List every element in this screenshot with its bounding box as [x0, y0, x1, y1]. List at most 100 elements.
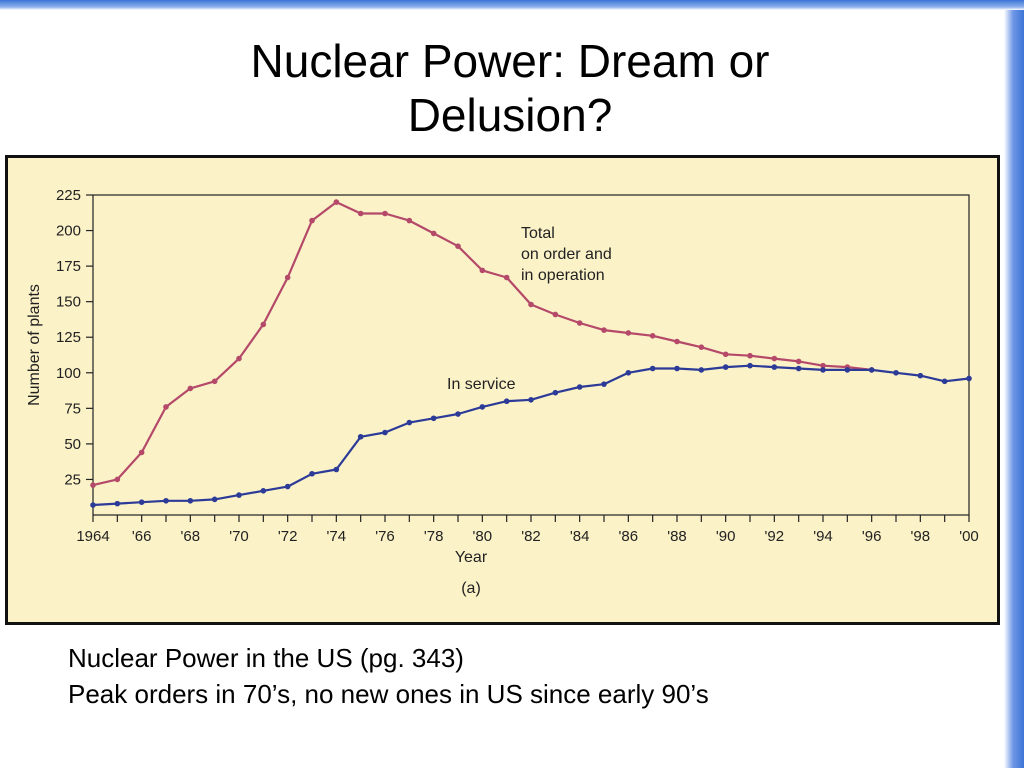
x-tick-label: '66: [132, 528, 152, 545]
total-data-point: [576, 320, 583, 326]
total-series-label: on order and: [521, 246, 612, 263]
y-tick-label: 100: [56, 365, 81, 382]
total-data-point: [722, 351, 729, 358]
total-data-point: [747, 352, 753, 359]
total-data-point: [528, 301, 534, 308]
x-tick-label: '90: [716, 528, 736, 545]
in-service-data-point: [576, 384, 583, 390]
caption-line-1: Nuclear Power in the US (pg. 343): [68, 643, 464, 673]
in-service-series-label: In service: [447, 376, 516, 393]
total-series-line: [92, 200, 872, 487]
in-service-data-point: [357, 433, 364, 440]
in-service-data-point: [503, 398, 510, 405]
x-tick-label: '74: [327, 528, 347, 545]
in-service-series-line: [92, 364, 970, 507]
x-tick-label: '00: [959, 528, 979, 545]
x-tick-label: '84: [570, 528, 590, 545]
x-tick-label: '92: [765, 528, 785, 545]
y-tick-label: 200: [56, 223, 81, 240]
y-tick-label: 75: [64, 400, 81, 417]
x-axis-label: Year: [455, 549, 488, 566]
slide-caption: Nuclear Power in the US (pg. 343) Peak o…: [68, 640, 968, 712]
total-data-point: [552, 311, 559, 318]
in-service-data-point: [771, 364, 778, 370]
in-service-data-point: [333, 466, 340, 473]
y-tick-label: 25: [64, 471, 81, 488]
total-data-point: [649, 333, 656, 339]
in-service-data-point: [552, 389, 559, 396]
in-service-data-point: [309, 470, 315, 477]
x-tick-label: '88: [667, 528, 687, 545]
chart-panel: 25 50 75 100 125 150 175 200 225 1964 '66 '68 '70 '72…: [5, 155, 1000, 625]
x-tick-label: '70: [229, 528, 249, 545]
total-data-point: [430, 230, 437, 237]
x-tick-label: '80: [473, 528, 493, 545]
total-data-point: [260, 321, 267, 328]
y-tick-label: 150: [56, 294, 81, 311]
total-data-point: [771, 355, 778, 362]
in-service-data-point: [163, 497, 169, 504]
in-service-data-point: [528, 397, 534, 403]
right-accent-bar: [1004, 10, 1024, 768]
in-service-data-point: [674, 365, 680, 372]
total-data-point: [187, 385, 194, 392]
in-service-data-point: [601, 381, 607, 387]
caption-line-2: Peak orders in 70’s, no new ones in US s…: [68, 679, 709, 709]
total-data-point: [138, 449, 145, 456]
in-service-data-point: [795, 365, 802, 372]
plot-area-frame: [92, 194, 970, 516]
total-data-point: [503, 274, 510, 281]
in-service-data-point: [90, 502, 96, 508]
total-data-point: [455, 243, 461, 249]
in-service-data-point: [406, 419, 413, 426]
x-tick-label: '94: [813, 528, 833, 545]
total-data-point: [357, 210, 364, 217]
in-service-data-point: [941, 378, 948, 385]
total-data-point: [114, 476, 121, 483]
total-data-point: [601, 327, 607, 333]
x-tick-label: '72: [278, 528, 298, 545]
slide-title: Nuclear Power: Dream or Delusion?: [110, 34, 910, 142]
in-service-data-point: [284, 483, 291, 490]
total-data-point: [333, 199, 340, 205]
total-data-point: [309, 217, 315, 224]
total-series-label: in operation: [521, 267, 605, 284]
top-accent-bar: [0, 0, 1024, 10]
total-data-point: [820, 362, 826, 369]
in-service-data-point: [187, 497, 194, 504]
y-tick-label: 125: [56, 329, 81, 346]
in-service-data-point: [722, 364, 729, 370]
x-tick-label: '68: [181, 528, 201, 545]
in-service-data-point: [236, 492, 242, 498]
title-line-2: Delusion?: [407, 89, 613, 141]
total-data-point: [211, 378, 218, 385]
in-service-data-point: [820, 367, 826, 373]
in-service-data-point: [211, 496, 218, 503]
x-tick-label: '98: [911, 528, 931, 545]
in-service-data-point: [382, 429, 388, 436]
in-service-data-point: [430, 415, 437, 422]
y-tick-label: 175: [56, 258, 81, 275]
total-data-point: [284, 274, 291, 281]
total-data-point: [163, 404, 169, 410]
total-data-point: [479, 267, 486, 274]
in-service-data-point: [844, 367, 851, 373]
total-series-label: Total: [521, 225, 555, 242]
in-service-data-point: [625, 369, 632, 376]
title-line-1: Nuclear Power: Dream or: [250, 35, 770, 87]
in-service-data-point: [698, 367, 705, 373]
total-data-point: [674, 338, 680, 345]
in-service-data-point: [917, 372, 924, 379]
y-tick-label: 50: [64, 436, 81, 453]
in-service-data-point: [455, 411, 461, 417]
x-tick-label: '96: [862, 528, 882, 545]
in-service-data-point: [138, 499, 145, 506]
total-data-point: [698, 344, 705, 350]
x-tick-label: '76: [375, 528, 395, 545]
y-axis-label: Number of plants: [26, 284, 43, 406]
in-service-data-point: [114, 500, 121, 507]
total-data-point: [625, 330, 632, 336]
in-service-data-point: [893, 369, 899, 376]
line-chart: 25 50 75 100 125 150 175 200 225 1964 '66 '68 '70 '72…: [26, 187, 979, 597]
x-tick-label: 1964: [76, 528, 109, 545]
